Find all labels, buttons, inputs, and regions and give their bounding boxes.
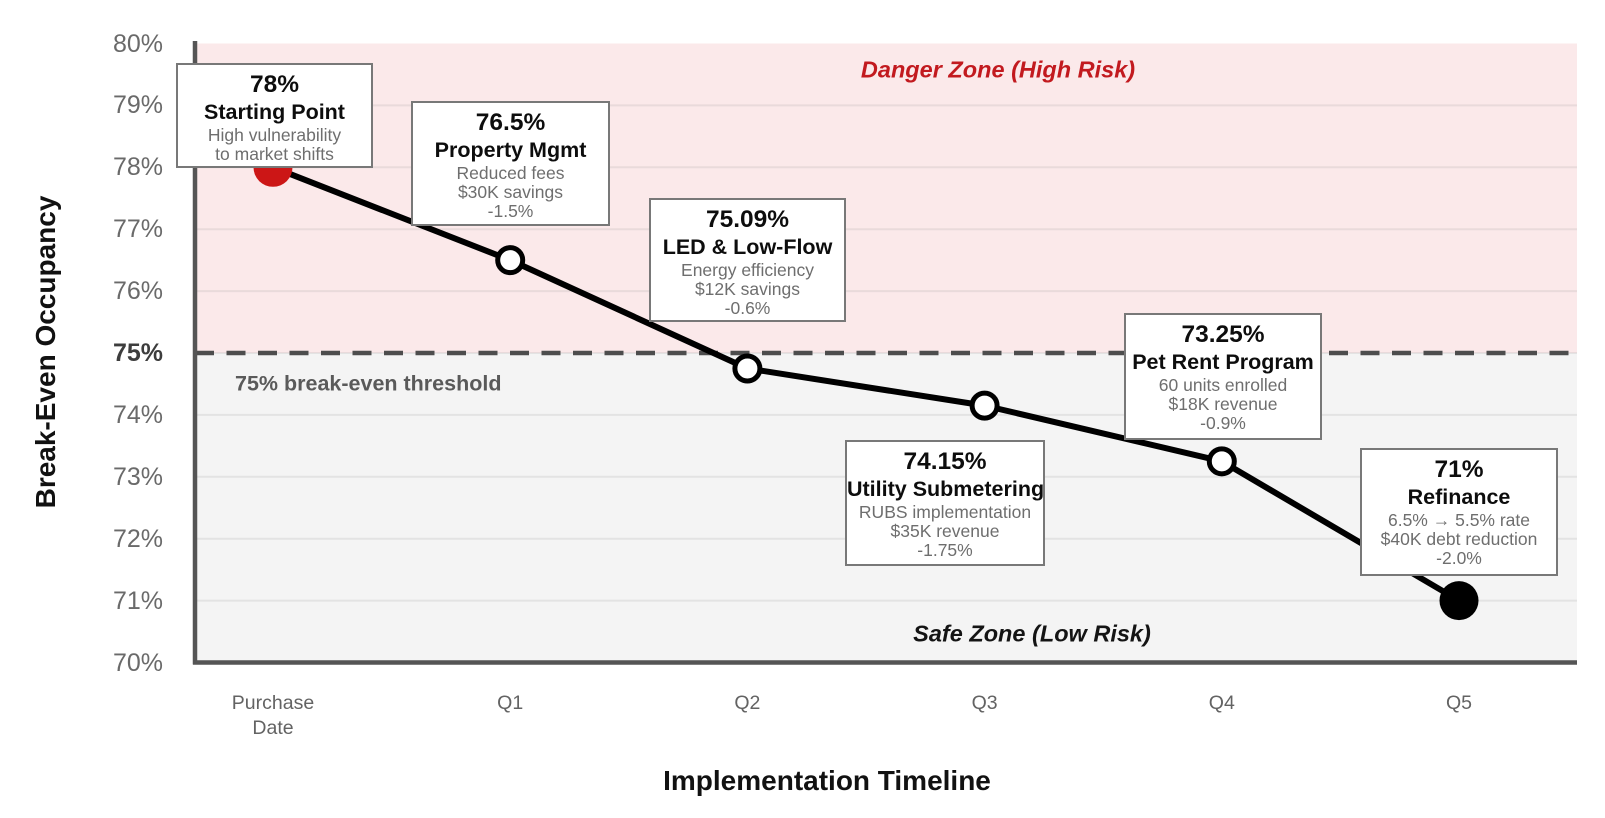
data-point [732,353,763,384]
annotation-detail: to market shifts [215,144,334,164]
annotation-title: Starting Point [204,100,345,124]
annotation-title: Pet Rent Program [1132,350,1314,374]
safe-zone-label: Safe Zone (Low Risk) [913,620,1151,647]
annotation-value: 75.09% [705,206,790,233]
annotation-detail: -0.9% [1200,413,1246,433]
series-line [271,164,1461,604]
y-tick-label: 70% [112,648,163,677]
danger-zone-fill [195,43,1577,353]
annotation-detail: -1.5% [487,201,534,221]
x-tick-label: Q1 [497,692,524,714]
annotation-detail: 60 units enrolled [1158,375,1288,395]
danger-zone-label: Danger Zone (High Risk) [860,56,1136,83]
y-tick-label: 77% [112,215,163,244]
x-axis-title: Implementation Timeline [663,765,991,796]
annotation-detail: $30K savings [457,182,564,202]
annotation-detail: $12K savings [694,279,801,299]
annotation-value: 78% [249,71,300,98]
annotation-detail: 6.5% → 5.5% rate [1387,510,1531,530]
annotation-detail: RUBS implementation [858,502,1032,522]
y-tick-label: 72% [112,524,163,553]
x-tick-label: Q2 [734,692,761,714]
y-tick-label: 75% [112,339,163,367]
annotation-detail: -0.6% [724,298,771,318]
data-point-end [1439,581,1479,621]
annotation-box-utility-submetering: 74.15% Utility Submetering RUBS implementa… [845,440,1045,566]
annotation-title: Refinance [1407,485,1511,509]
annotation-box-pet-rent-program: 73.25% Pet Rent Program 60 units enrolled $… [1124,313,1322,440]
y-tick-label: 80% [112,29,163,58]
y-tick-label: 79% [112,91,163,120]
annotation-title: Property Mgmt [434,138,587,162]
annotation-detail: -1.75% [917,540,973,560]
x-tick-label: Q3 [971,692,998,714]
y-tick-label: 74% [112,400,163,429]
x-tick-label: Purchase Date [231,692,315,739]
annotation-title: Utility Submetering [847,477,1045,501]
annotation-detail: $18K revenue [1168,394,1278,414]
data-point [969,390,1000,421]
annotation-box-refinance: 71% Refinance 6.5% → 5.5% rate $40K debt re… [1360,448,1558,576]
annotation-box-starting-point: 78% Starting Point High vulnerability to ma… [176,63,373,168]
annotation-detail: High vulnerability [207,125,342,145]
annotation-value: 73.25% [1181,321,1265,348]
x-tick-label: Q4 [1208,692,1235,714]
annotation-value: 76.5% [475,109,546,136]
y-axis-title: Break-Even Occupancy [30,195,61,509]
y-tick-label: 73% [112,462,163,491]
annotation-detail: -2.0% [1436,548,1482,568]
y-tick-label: 76% [112,277,163,306]
annotation-title: LED & Low-Flow [662,235,833,259]
y-tick-label: 71% [112,586,163,615]
annotation-detail: Reduced fees [456,163,565,183]
annotation-detail: $40K debt reduction [1380,529,1538,549]
annotation-value: 74.15% [903,448,987,475]
data-point [495,245,526,276]
x-tick-label: Q5 [1445,692,1472,714]
annotation-box-property-mgmt: 76.5% Property Mgmt Reduced fees $30K savin… [411,101,610,226]
annotation-detail: Energy efficiency [681,260,814,280]
annotation-box-led-low-flow: 75.09% LED & Low-Flow Energy efficiency $12… [649,198,846,322]
y-tick-label: 78% [112,153,163,182]
annotation-value: 71% [1434,456,1484,483]
annotation-detail: $35K revenue [890,521,1000,541]
data-point [1206,446,1237,477]
threshold-label: 75% break-even threshold [235,371,502,396]
